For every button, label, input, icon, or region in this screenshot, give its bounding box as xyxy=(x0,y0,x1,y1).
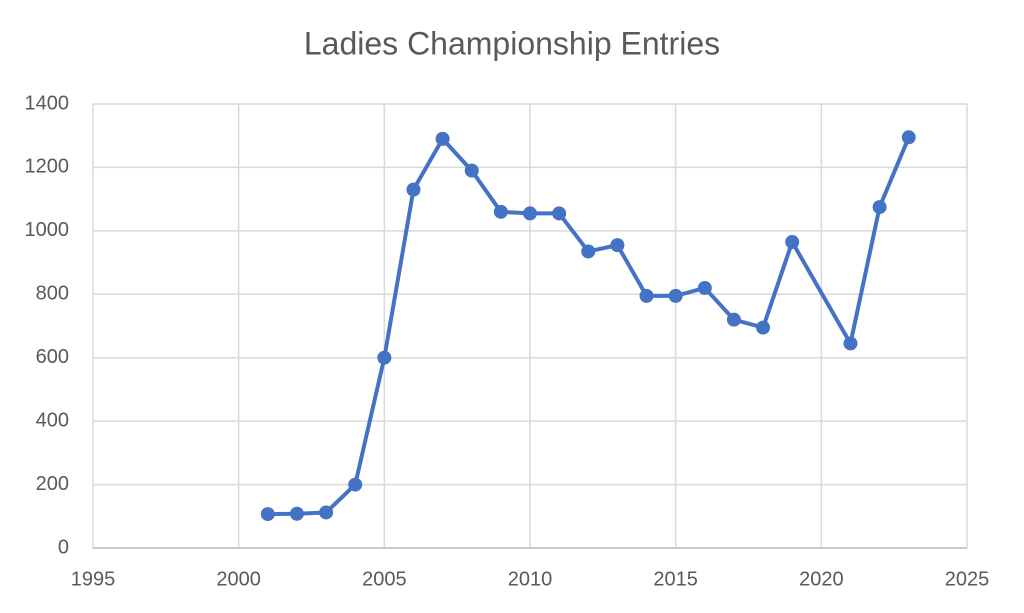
chart-title: Ladies Championship Entries xyxy=(304,25,720,61)
data-point xyxy=(406,182,421,197)
data-point xyxy=(523,206,537,221)
data-point xyxy=(697,280,712,295)
y-tick-label: 600 xyxy=(36,346,69,368)
x-tick-label: 1995 xyxy=(71,568,116,590)
data-point xyxy=(435,131,450,146)
y-tick-label: 1200 xyxy=(25,156,70,178)
x-tick-label: 2020 xyxy=(799,568,844,590)
y-tick-label: 800 xyxy=(36,283,69,305)
data-point xyxy=(348,477,363,492)
y-tick-label: 1400 xyxy=(25,92,70,114)
data-point xyxy=(843,336,858,351)
y-tick-label: 200 xyxy=(36,473,69,495)
data-point xyxy=(668,288,683,303)
data-point xyxy=(610,238,625,253)
data-point xyxy=(901,130,916,145)
data-point xyxy=(493,204,508,219)
data-point xyxy=(464,163,479,178)
data-point xyxy=(319,505,334,520)
x-tick-label: 2025 xyxy=(945,568,990,590)
data-point xyxy=(639,288,654,303)
data-point xyxy=(581,244,596,259)
data-point xyxy=(552,206,567,221)
x-tick-label: 2005 xyxy=(362,568,407,590)
data-point xyxy=(872,200,887,215)
data-point xyxy=(785,234,800,249)
x-tick-label: 2000 xyxy=(216,568,261,590)
y-tick-label: 0 xyxy=(58,536,69,558)
data-point xyxy=(289,506,304,521)
data-line xyxy=(267,136,911,517)
data-point xyxy=(260,507,275,522)
y-tick-label: 400 xyxy=(36,409,69,431)
data-point xyxy=(756,320,771,335)
y-tick-label: 1000 xyxy=(25,219,70,241)
x-tick-label: 2010 xyxy=(508,568,553,590)
data-point xyxy=(377,350,392,365)
data-point xyxy=(726,312,741,327)
x-tick-label: 2015 xyxy=(653,568,698,590)
